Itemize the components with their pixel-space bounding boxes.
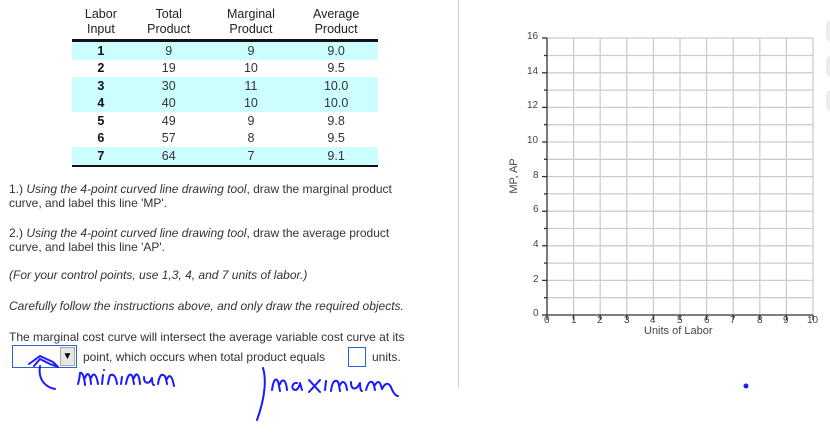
- y-tick: 16: [527, 31, 539, 42]
- cell-labor: 5: [97, 113, 105, 128]
- min-max-dropdown[interactable]: ▼: [12, 345, 77, 368]
- y-tick: 10: [527, 135, 539, 146]
- x-tick: 3: [624, 315, 630, 326]
- cell-average: 9.5: [327, 61, 345, 76]
- question-1: 1.) Using the 4-point curved line drawin…: [9, 182, 392, 210]
- cell-total: 30: [129, 77, 208, 95]
- production-table: Labor Input Total Product Marginal Product …: [72, 6, 378, 167]
- y-tick: 12: [527, 100, 539, 111]
- header-total-product: Total Product: [129, 6, 208, 42]
- x-tick: 2: [597, 315, 603, 326]
- table-row: 6 57 8 9.5: [72, 130, 378, 148]
- cell-average: 10.0: [294, 77, 378, 95]
- cell-total: 40: [129, 94, 208, 112]
- y-tick: 14: [527, 66, 539, 77]
- cell-marginal: 10: [243, 61, 258, 76]
- cell-total: 9: [129, 40, 208, 60]
- mc-question-line1: The marginal cost curve will intersect t…: [9, 330, 405, 344]
- cell-average: 9.0: [294, 40, 378, 60]
- cell-total: 57: [161, 131, 176, 146]
- cell-average: 10.0: [294, 94, 378, 112]
- panel-divider: [458, 0, 459, 388]
- y-tick: 6: [533, 204, 539, 215]
- cell-marginal: 10: [207, 94, 295, 112]
- x-tick: 6: [704, 315, 710, 326]
- table-row: 7 64 7 9.1: [72, 147, 378, 167]
- cell-labor: 2: [97, 61, 105, 76]
- cell-labor: 7: [72, 147, 130, 167]
- mp-ap-graph[interactable]: [500, 20, 830, 350]
- x-tick: 7: [730, 315, 736, 326]
- cell-labor: 1: [72, 40, 130, 60]
- x-tick: 9: [783, 315, 789, 326]
- cell-labor: 6: [97, 131, 105, 146]
- cell-marginal: 9: [207, 40, 295, 60]
- cell-average: 9.1: [294, 147, 378, 167]
- header-labor-input: Labor Input: [72, 6, 130, 42]
- header-average-product: Average Product: [294, 6, 378, 42]
- header-marginal-product: Marginal Product: [207, 6, 295, 42]
- cell-marginal: 7: [207, 147, 295, 167]
- cell-total: 19: [161, 61, 176, 76]
- cell-labor: 4: [72, 94, 130, 112]
- mc-question-line2a: point, which occurs when total product e…: [83, 350, 326, 364]
- x-tick: 8: [757, 315, 763, 326]
- x-tick: 1: [571, 315, 577, 326]
- y-tick: 0: [533, 308, 539, 319]
- cell-average: 9.8: [327, 113, 345, 128]
- table-row: 4 40 10 10.0: [72, 94, 378, 112]
- y-axis-label: MP, AP: [508, 158, 520, 194]
- x-tick: 4: [650, 315, 656, 326]
- chevron-down-icon[interactable]: ▼: [60, 347, 75, 366]
- drawing-tool-button[interactable]: [826, 20, 830, 42]
- table-header-row: Labor Input Total Product Marginal Product …: [72, 6, 378, 42]
- cell-marginal: 9: [247, 113, 255, 128]
- question-2: 2.) Using the 4-point curved line drawin…: [9, 226, 390, 254]
- mc-question-line2b: units.: [372, 350, 401, 364]
- drawing-tool-button[interactable]: [826, 90, 830, 112]
- cell-marginal: 8: [247, 131, 255, 146]
- careful-note: Carefully follow the instructions above,…: [9, 299, 404, 313]
- total-product-answer-input[interactable]: [348, 347, 366, 367]
- table-row: 5 49 9 9.8: [72, 112, 378, 130]
- table-row: 1 9 9 9.0: [72, 40, 378, 60]
- cell-average: 9.5: [327, 131, 345, 146]
- y-tick: 8: [533, 170, 539, 181]
- cell-labor: 3: [72, 77, 130, 95]
- x-axis-label: Units of Labor: [644, 325, 713, 337]
- x-tick: 5: [677, 315, 683, 326]
- y-tick: 4: [533, 239, 539, 250]
- cell-total: 49: [161, 113, 176, 128]
- cell-marginal: 11: [207, 77, 295, 95]
- drawing-tool-button[interactable]: [826, 55, 830, 77]
- table-row: 3 30 11 10.0: [72, 77, 378, 95]
- x-tick: 10: [807, 315, 819, 326]
- y-tick: 2: [533, 274, 539, 285]
- table-row: 2 19 10 9.5: [72, 60, 378, 78]
- x-tick: 0: [544, 315, 550, 326]
- control-points-note: (For your control points, use 1,3, 4, an…: [9, 268, 308, 282]
- cell-total: 64: [129, 147, 208, 167]
